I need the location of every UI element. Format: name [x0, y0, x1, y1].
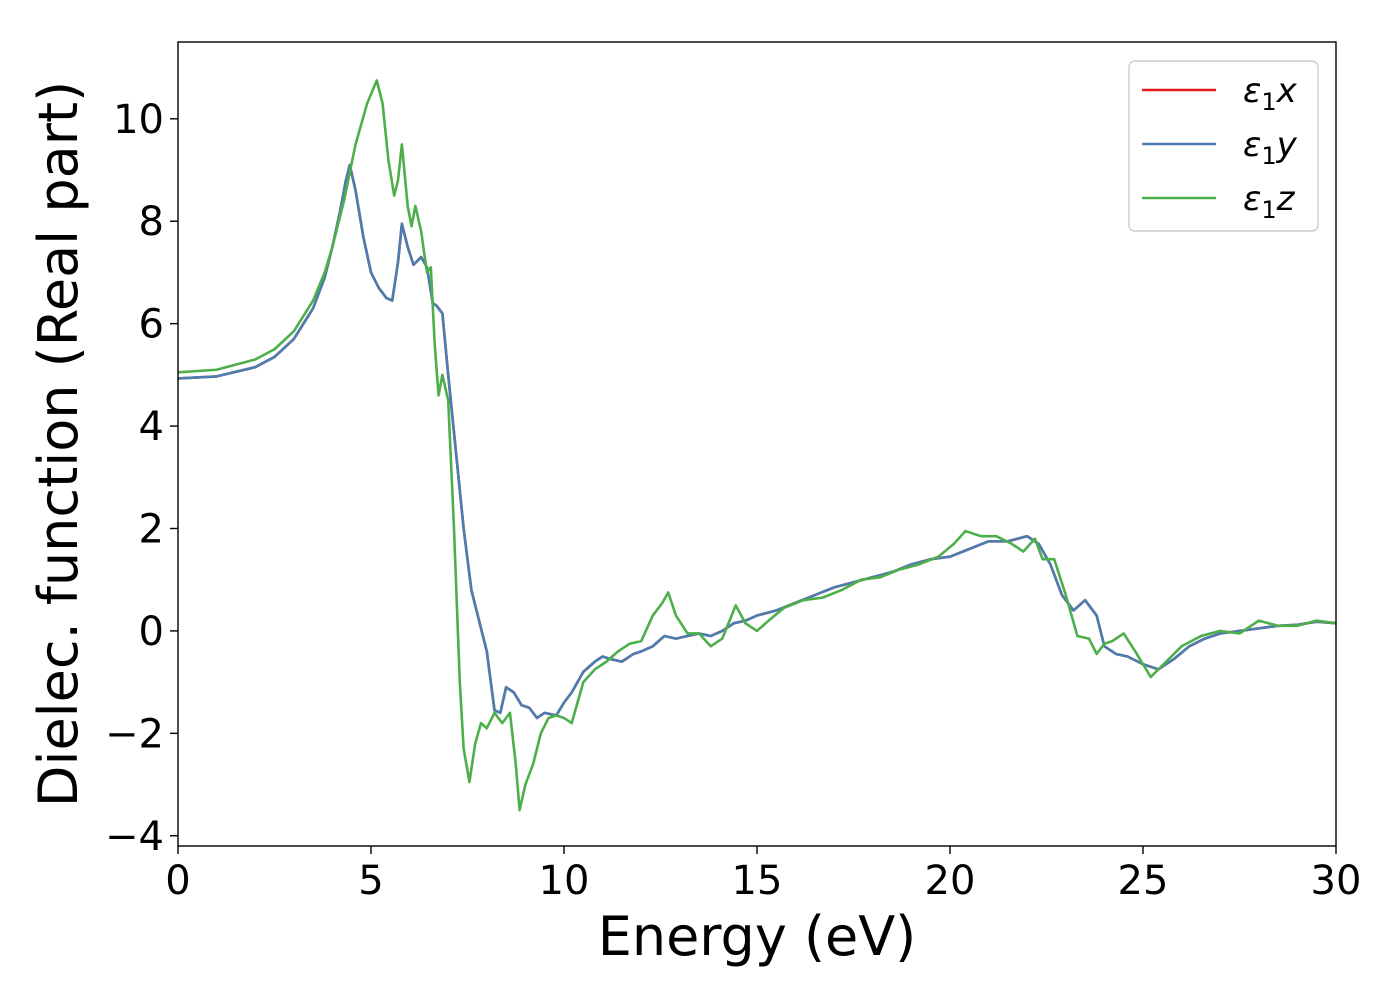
y-tick-label: 0	[139, 609, 164, 655]
x-tick-label: 5	[358, 858, 383, 904]
x-tick-label: 15	[732, 858, 783, 904]
legend-label-y: ε1y	[1243, 125, 1298, 170]
legend-box	[1128, 60, 1319, 232]
x-axis-label: Energy (eV)	[598, 905, 917, 968]
legend-label-z: ε1z	[1243, 179, 1296, 224]
legend-label-x: ε1x	[1243, 71, 1298, 116]
x-tick-label: 0	[165, 858, 190, 904]
legend: ε1x ε1y ε1z	[1128, 60, 1319, 232]
y-axis-ticks: −4 −2 0 2 4 6 8 10	[105, 97, 178, 860]
y-tick-label: −4	[105, 814, 164, 860]
x-tick-label: 20	[925, 858, 976, 904]
series-line-y	[178, 163, 1336, 720]
x-tick-label: 10	[539, 858, 590, 904]
y-axis-label: Dielec. function (Real part)	[27, 81, 90, 807]
x-axis-ticks: 0 5 10 15 20 25 30	[165, 846, 1361, 904]
y-tick-label: 4	[139, 404, 164, 450]
series-layer	[178, 79, 1336, 812]
y-tick-label: 6	[139, 302, 164, 348]
y-tick-label: −2	[105, 711, 164, 757]
y-tick-label: 2	[139, 506, 164, 552]
series-line-z	[178, 79, 1336, 812]
x-tick-label: 30	[1311, 858, 1362, 904]
x-tick-label: 25	[1118, 858, 1169, 904]
y-tick-label: 10	[113, 97, 164, 143]
y-tick-label: 8	[139, 199, 164, 245]
